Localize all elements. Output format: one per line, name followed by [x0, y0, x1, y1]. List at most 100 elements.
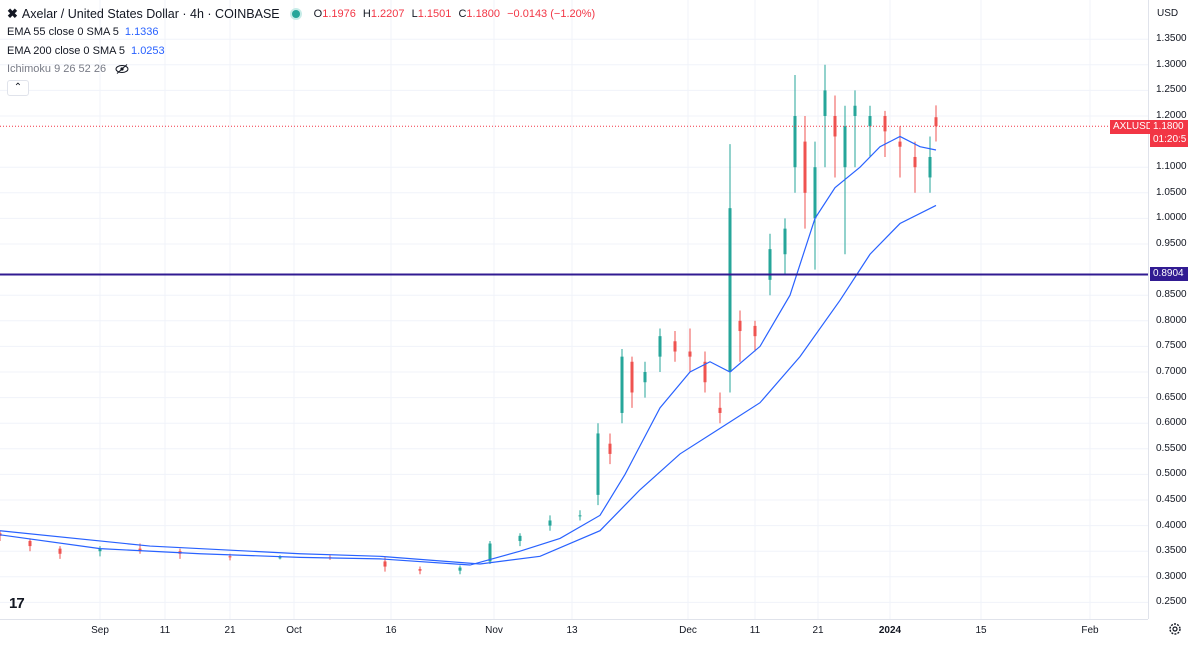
candle-body: [630, 361, 634, 393]
indicator-label: EMA 200 close 0 SMA 5: [7, 45, 126, 57]
currency-label[interactable]: USD: [1157, 8, 1179, 19]
market-status-dot: [291, 10, 300, 18]
candle-body: [98, 548, 102, 552]
hidden-eye-icon[interactable]: [115, 64, 129, 74]
candle-body: [898, 141, 902, 147]
candle-body: [383, 561, 387, 567]
price-tick-label: 0.8500: [1156, 289, 1187, 301]
price-tick-label: 0.5000: [1156, 468, 1187, 480]
time-tick-label: 2024: [878, 625, 902, 636]
candle-body: [458, 567, 462, 571]
candle-body: [913, 156, 917, 168]
candle-body: [518, 535, 522, 541]
candle-body: [138, 548, 142, 552]
axelar-x-icon: ✖: [7, 6, 18, 21]
price-tick-label: 0.7500: [1156, 340, 1187, 352]
horizontal-line-price-badge: 0.8904: [1150, 267, 1188, 281]
high-value: 1.2207: [370, 8, 405, 20]
candle-body: [813, 167, 817, 219]
candle-body: [803, 141, 807, 193]
time-axis[interactable]: [0, 619, 1148, 647]
price-axis[interactable]: [1148, 0, 1188, 619]
price-tick-label: 1.0000: [1156, 212, 1187, 224]
open-value: 1.1976: [322, 8, 356, 20]
price-tick-label: 0.9500: [1156, 238, 1187, 249]
indicator-value: 1.1336: [124, 26, 159, 38]
time-tick-label: Sep: [91, 625, 109, 636]
bar-countdown-badge: 01:20:5: [1150, 133, 1188, 147]
collapse-legend-button[interactable]: ⌃: [7, 80, 29, 96]
candle-body: [620, 356, 624, 413]
time-tick-label: 16: [385, 625, 397, 636]
price-tick-label: 0.6500: [1156, 391, 1187, 403]
candle-body: [688, 351, 692, 357]
ema200-line[interactable]: [0, 204, 937, 565]
indicator-ema55[interactable]: EMA 55 close 0 SMA 5 1.1336: [7, 26, 159, 38]
candle-body: [768, 249, 772, 280]
price-tick-label: 0.3500: [1156, 545, 1187, 557]
candle-body: [658, 336, 662, 357]
close-value: 1.1800: [466, 8, 501, 20]
time-tick-label: 11: [159, 625, 171, 636]
price-tick-label: 0.5500: [1156, 442, 1187, 454]
open-label: O: [313, 8, 323, 20]
tradingview-logo[interactable]: 17: [9, 595, 25, 612]
high-label: H: [362, 8, 371, 20]
time-tick-label: 21: [224, 625, 236, 636]
candle-body: [883, 116, 887, 132]
candle-body: [728, 208, 732, 372]
candle-body: [643, 372, 647, 383]
candle-body: [578, 515, 582, 517]
price-tick-label: 1.3000: [1156, 58, 1187, 70]
gear-icon[interactable]: [1168, 622, 1182, 636]
candle-body: [228, 556, 232, 558]
indicator-ema200[interactable]: EMA 200 close 0 SMA 5 1.0253: [7, 45, 165, 57]
price-tick-label: 1.3500: [1156, 33, 1187, 45]
low-label: L: [411, 8, 418, 20]
candle-body: [28, 540, 32, 547]
time-tick-label: Nov: [485, 625, 503, 636]
price-tick-label: 0.4000: [1156, 519, 1187, 531]
time-tick-label: 13: [566, 625, 578, 636]
price-tick-label: 0.8000: [1156, 314, 1187, 326]
candle-body: [843, 126, 847, 168]
price-chart[interactable]: [0, 0, 1148, 619]
price-tick-label: 0.3000: [1156, 570, 1187, 582]
price-tick-label: 0.4500: [1156, 494, 1187, 505]
time-tick-label: Dec: [679, 625, 697, 636]
candle-body: [823, 90, 827, 116]
candle-body: [278, 557, 282, 559]
candle-body: [793, 116, 797, 168]
price-tick-label: 1.2000: [1156, 110, 1187, 121]
time-tick-label: 11: [749, 625, 761, 636]
price-tick-label: 1.2500: [1156, 84, 1187, 96]
ohlc-readout: O1.1976 H1.2207 L1.1501 C1.1800 −0.0143 …: [314, 8, 600, 20]
indicator-label: Ichimoku 9 26 52 26: [7, 63, 107, 75]
candle-body: [548, 520, 552, 526]
candle-body: [853, 105, 857, 116]
chart-pane[interactable]: [0, 0, 1148, 619]
time-tick-label: Oct: [286, 625, 302, 636]
time-tick-label: Feb: [1081, 625, 1099, 636]
price-tick-label: 0.7000: [1156, 366, 1187, 377]
time-tick-label: 15: [975, 625, 987, 636]
candle-body: [928, 156, 932, 178]
price-tick-label: 1.0500: [1156, 186, 1187, 198]
indicator-label: EMA 55 close 0 SMA 5: [7, 26, 119, 38]
price-tick-label: 1.1000: [1156, 161, 1187, 173]
last-price-badge: 1.1800: [1150, 120, 1188, 134]
symbol-badge: AXLUSD: [1110, 120, 1157, 134]
symbol-title[interactable]: Axelar / United States Dollar · 4h · COI…: [21, 7, 280, 21]
candle-body: [783, 228, 787, 255]
candle-body: [703, 361, 707, 383]
candle-body: [58, 548, 62, 554]
price-tick-label: 0.2500: [1156, 596, 1187, 608]
indicator-ichimoku[interactable]: Ichimoku 9 26 52 26: [7, 63, 129, 75]
close-label: C: [458, 8, 467, 20]
candle-body: [934, 117, 938, 127]
candle-body: [608, 443, 612, 454]
indicator-value: 1.0253: [131, 45, 165, 57]
candle-body: [418, 569, 422, 571]
ema55-line[interactable]: [0, 135, 937, 566]
low-value: 1.1501: [417, 8, 452, 20]
